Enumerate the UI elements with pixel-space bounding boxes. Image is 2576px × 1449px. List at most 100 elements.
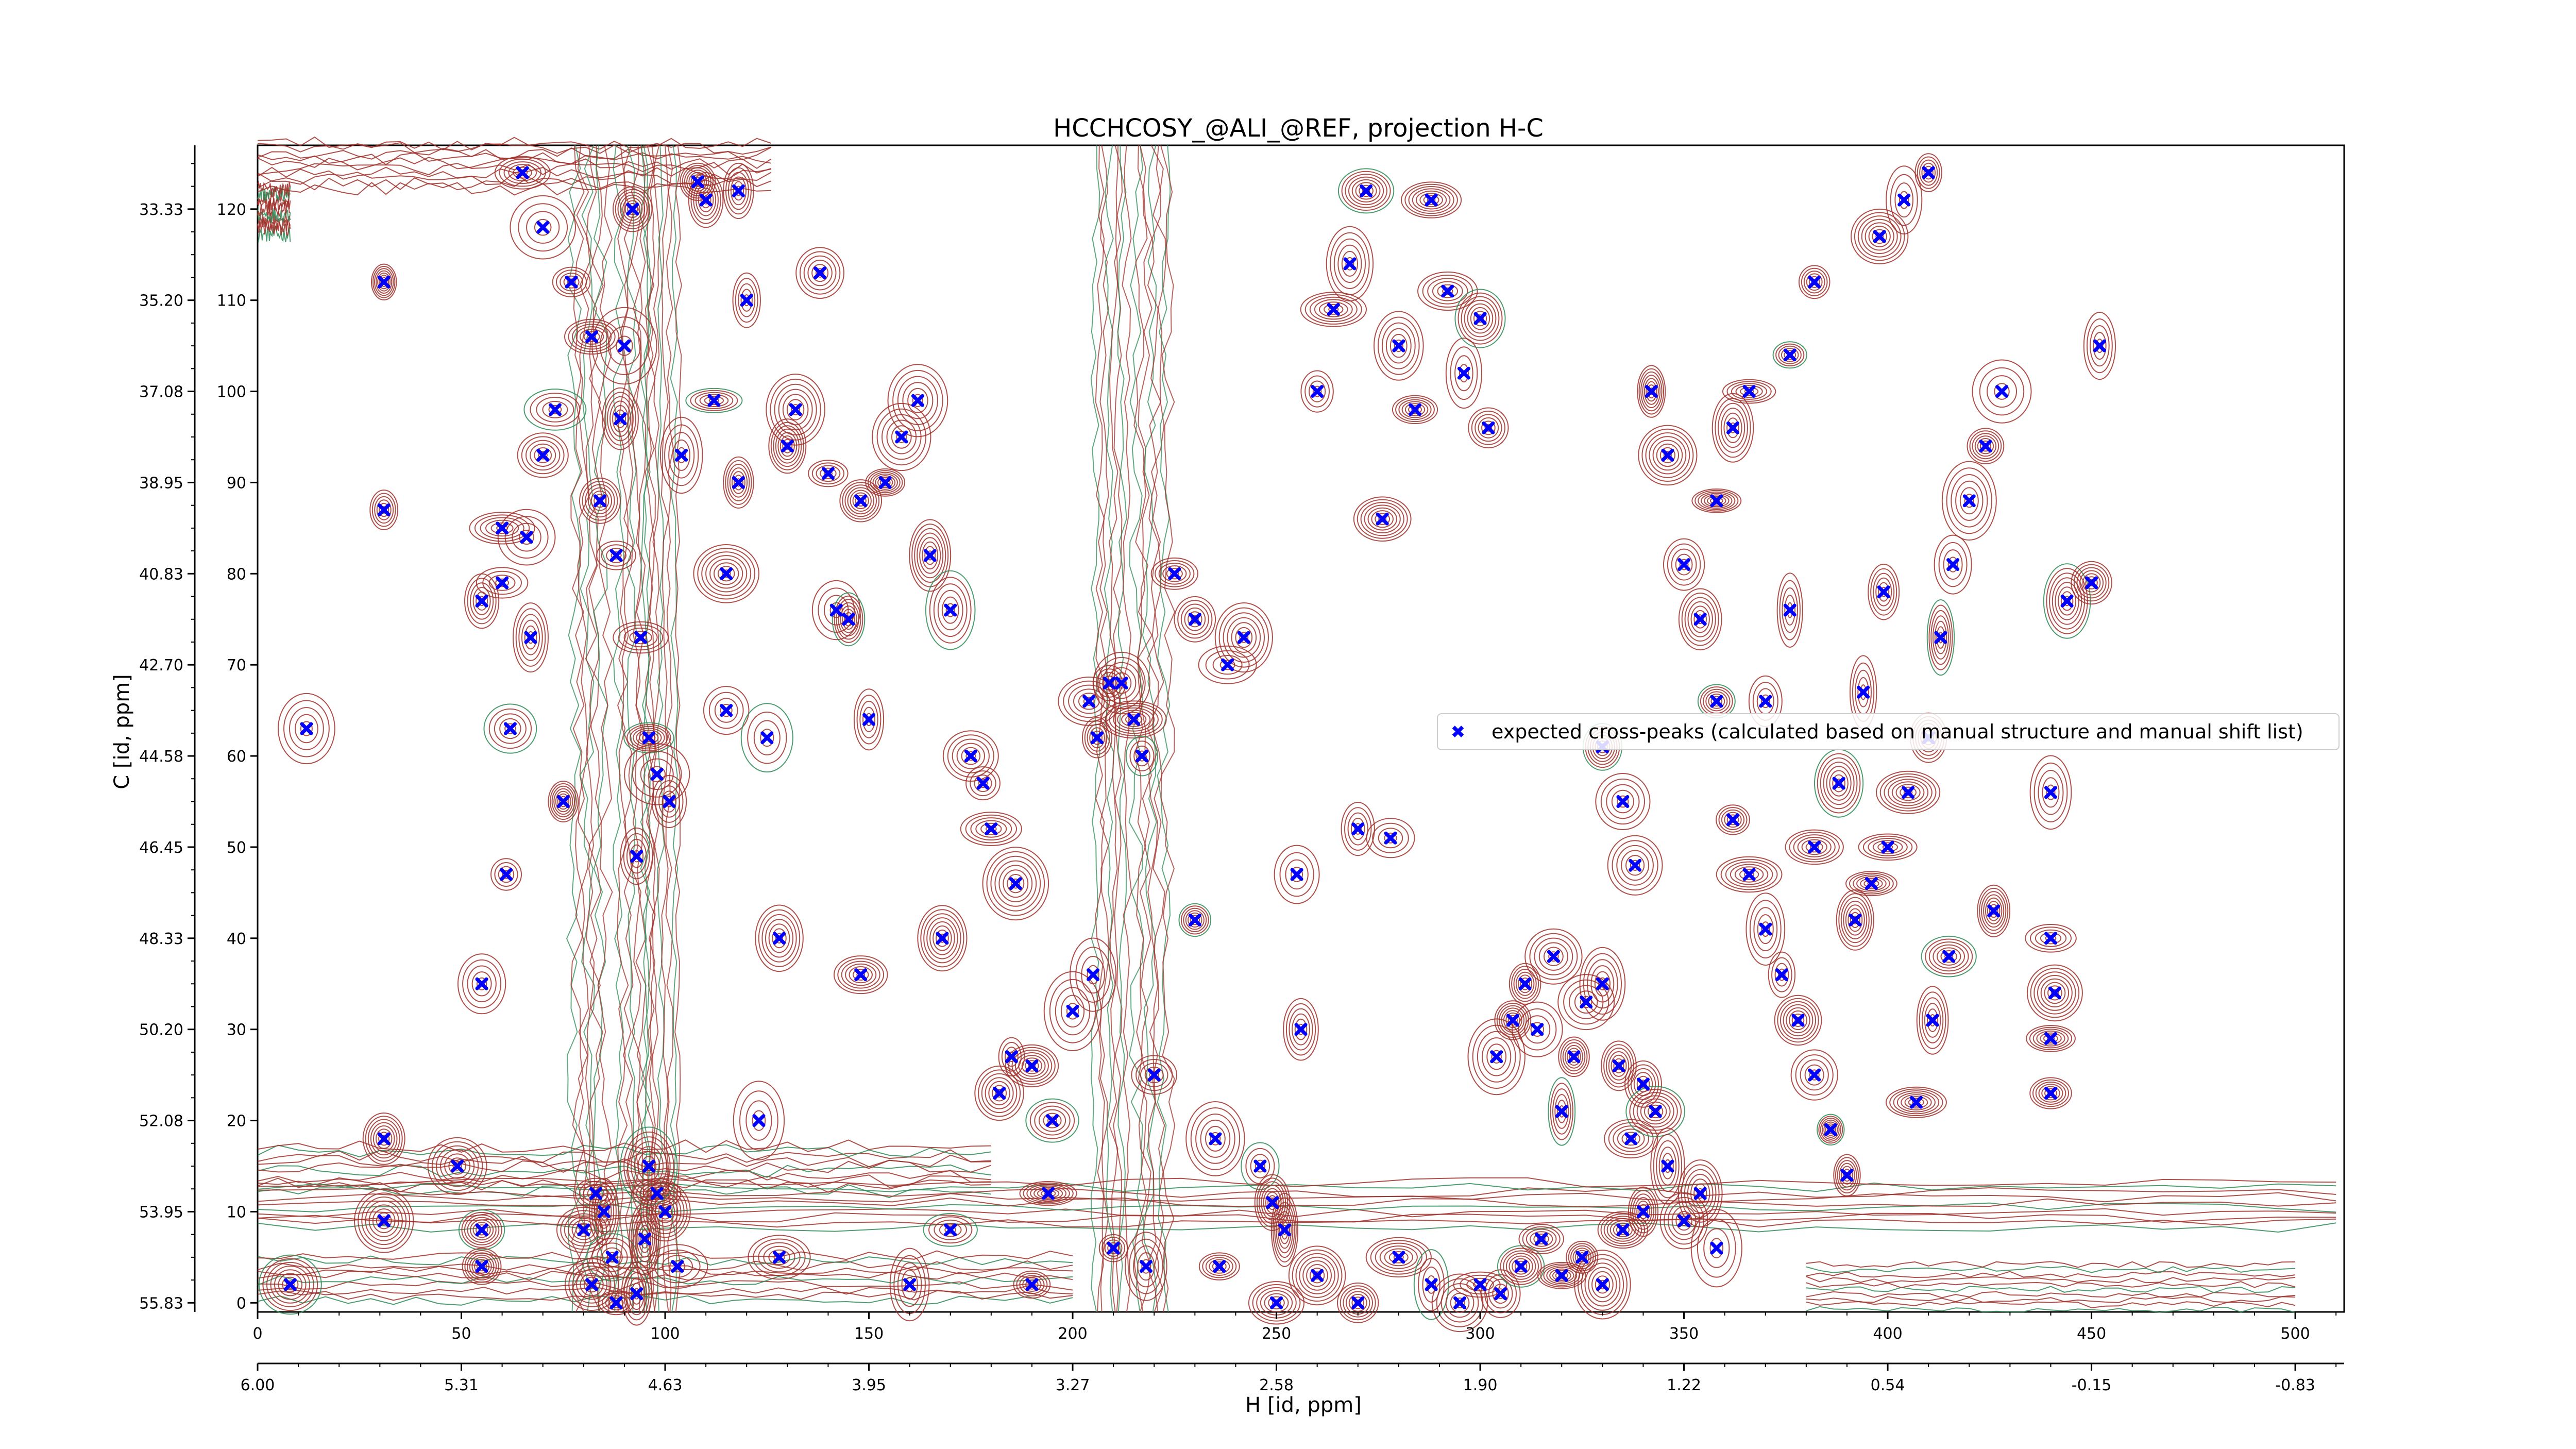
contour-ring: [1183, 907, 1207, 933]
peak-marker: [821, 467, 835, 480]
contour-ring: [1102, 662, 1141, 704]
peak-marker: [377, 1132, 391, 1145]
contour-ring: [2038, 770, 2064, 815]
contour-ring: [2073, 564, 2110, 602]
contour-ring: [1650, 1127, 1685, 1205]
contour-ring: [472, 1222, 491, 1238]
contour-ring: [836, 599, 861, 640]
contour-ring: [469, 512, 535, 545]
contour-ring: [362, 1113, 405, 1165]
contour-ring: [758, 1242, 801, 1273]
contour-ring: [1348, 176, 1384, 206]
peak-marker: [878, 476, 892, 489]
contour-ring: [431, 1141, 483, 1191]
peak-marker: [2085, 576, 2098, 589]
contour-ring: [779, 435, 795, 457]
peak-marker: [1995, 385, 2009, 398]
legend[interactable]: ✖ expected cross-peaks (calculated based…: [1437, 713, 2340, 750]
contour-ring: [720, 704, 733, 717]
contour-ring: [1191, 615, 1199, 624]
contour-ring: [1616, 845, 1654, 886]
secondary-y-tick-label: 42.70: [139, 656, 183, 675]
contour-ring: [2040, 932, 2062, 945]
contour-ring: [2063, 596, 2071, 606]
contour-ring: [926, 917, 958, 959]
contour-ring: [1643, 378, 1659, 405]
contour-ring: [723, 456, 754, 509]
contour-ring: [1445, 1288, 1475, 1318]
peak-marker: [1473, 312, 1487, 325]
contour-ring: [1899, 191, 1909, 209]
peak-marker: [1596, 1278, 1609, 1291]
contour-ring: [975, 820, 1007, 838]
contour-ring: [1693, 610, 1707, 629]
contour-ring: [1254, 1174, 1291, 1232]
contour-ring: [1877, 842, 1899, 852]
contour-ring: [1518, 974, 1533, 993]
contour-ring: [1092, 730, 1103, 745]
peak-marker: [675, 448, 688, 462]
contour-ring: [772, 928, 787, 949]
contour-ring: [1503, 1250, 1539, 1283]
contour-ring: [1537, 1261, 1586, 1289]
contour-ring: [476, 567, 529, 599]
contour-ring: [1454, 1298, 1465, 1308]
contour-ring: [1941, 461, 1997, 541]
contour-ring: [1034, 1105, 1071, 1136]
contour-line: [1157, 145, 1171, 1312]
peak-marker: [1808, 275, 1821, 289]
contour-ring: [642, 1184, 671, 1203]
contour-ring: [1548, 951, 1559, 962]
contour-ring: [1636, 1095, 1674, 1128]
contour-ring: [585, 484, 615, 518]
peak-marker: [496, 521, 509, 535]
contour-ring: [856, 695, 882, 745]
contour-ring: [1932, 615, 1949, 660]
contour-ring: [1360, 502, 1404, 536]
peak-marker: [1531, 1023, 1544, 1036]
y-axis-label: C [id, ppm]: [110, 674, 134, 789]
contour-ring: [1667, 1201, 1701, 1240]
contour-ring: [524, 625, 537, 650]
contour-line: [257, 225, 291, 243]
contour-ring: [1785, 829, 1844, 865]
contour-line: [657, 145, 665, 1312]
contour-ring: [1426, 1275, 1436, 1294]
contour-ring: [655, 780, 684, 823]
contour-ring: [609, 400, 631, 437]
contour-ring: [1684, 1169, 1717, 1218]
contour-ring: [669, 1260, 686, 1273]
contour-ring: [1701, 493, 1733, 509]
contour-ring: [1725, 861, 1773, 888]
contour-ring: [464, 1250, 499, 1283]
contour-ring: [1936, 626, 1945, 649]
contour-ring: [620, 194, 646, 224]
peak-marker: [597, 1205, 611, 1218]
contour-ring: [564, 1213, 603, 1247]
contour-ring: [909, 519, 952, 592]
contour-ring: [1687, 1173, 1714, 1214]
contour-ring: [897, 376, 939, 425]
peak-marker: [1832, 777, 1845, 790]
contour-ring: [488, 575, 516, 591]
contour-ring: [1601, 1040, 1637, 1091]
contour-ring: [773, 1253, 785, 1261]
contour-ring: [2082, 573, 2101, 593]
contour-ring: [2029, 1077, 2072, 1109]
contour-ring: [607, 326, 641, 366]
peak-marker: [1710, 1241, 1723, 1255]
contour-ring: [1491, 1050, 1502, 1064]
contour-ring: [1664, 1159, 1671, 1173]
peak-marker: [2060, 594, 2074, 608]
contour-ring: [1901, 1094, 1932, 1110]
contour-ring: [1656, 443, 1680, 467]
contour-ring: [727, 172, 749, 210]
contour-ring: [1726, 381, 1772, 402]
contour-ring: [1212, 655, 1243, 675]
contour-ring: [367, 1119, 400, 1159]
peak-marker: [475, 594, 488, 608]
contour-ring: [760, 729, 774, 747]
peak-marker: [548, 403, 562, 416]
secondary-x-tick-label: 6.00: [241, 1376, 275, 1394]
